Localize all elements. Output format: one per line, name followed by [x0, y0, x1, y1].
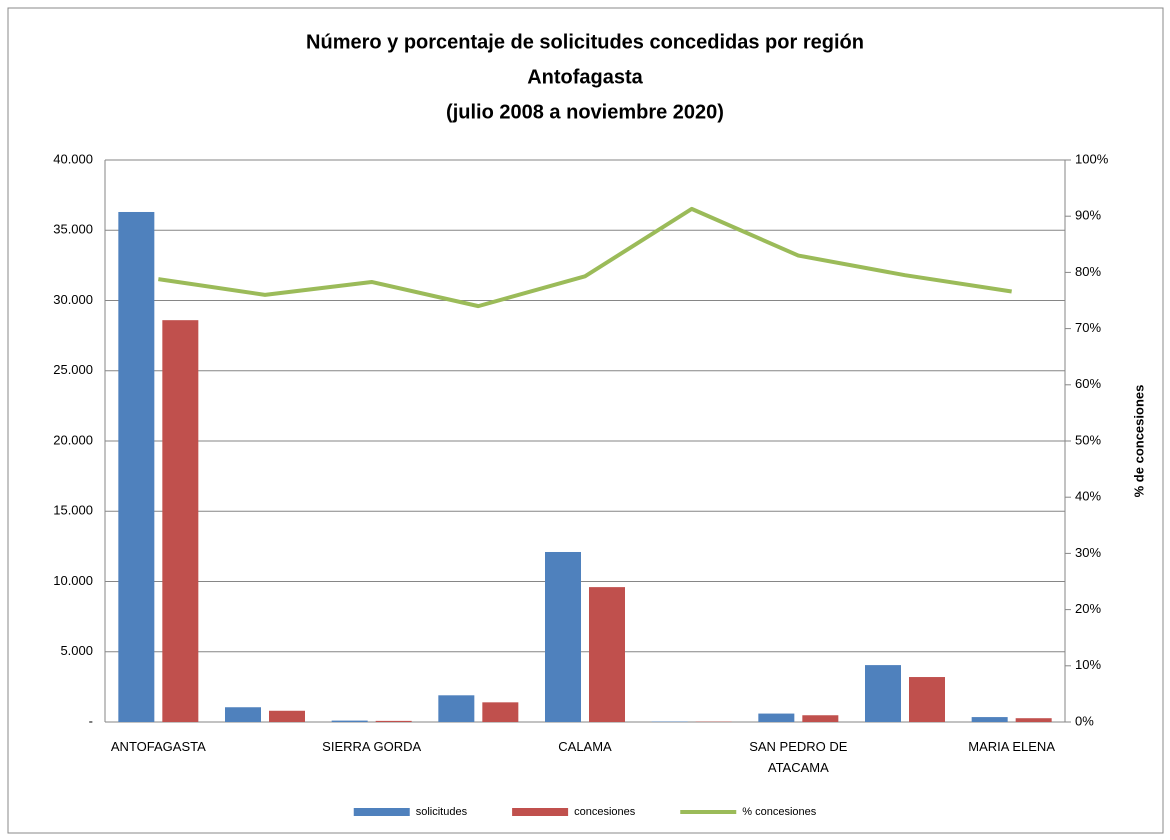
bar — [802, 715, 839, 722]
y2-tick-label: 40% — [1075, 489, 1101, 504]
y2-tick-label: 60% — [1075, 376, 1101, 391]
y2-tick-label: 50% — [1075, 432, 1101, 447]
y2-tick-label: 90% — [1075, 208, 1101, 223]
x-tick-label: SIERRA GORDA — [322, 739, 422, 754]
y2-tick-label: 70% — [1075, 320, 1101, 335]
legend-label: solicitudes — [416, 806, 468, 818]
x-tick-label-box: SIERRA GORDA — [322, 739, 422, 754]
bar — [865, 665, 901, 722]
y-tick-label: 15.000 — [53, 503, 93, 518]
legend-label: % concesiones — [742, 806, 816, 818]
x-tick-label-box: CALAMA — [558, 739, 612, 754]
x-tick-label-box: MARIA ELENA — [968, 739, 1055, 754]
y-tick-label: 20.000 — [53, 432, 93, 447]
y-tick-label: - — [89, 713, 93, 728]
bar — [758, 713, 795, 722]
bar — [589, 587, 625, 722]
y-tick-label: 10.000 — [53, 573, 93, 588]
y-tick-label: 25.000 — [53, 362, 93, 377]
bar — [438, 695, 475, 722]
y2-tick-label: 20% — [1075, 601, 1101, 616]
y-tick-label: 35.000 — [53, 222, 93, 237]
y2-tick-label: 100% — [1075, 151, 1109, 166]
bar — [375, 720, 412, 722]
y2-tick-label: 80% — [1075, 264, 1101, 279]
bar — [1015, 718, 1052, 722]
x-tick-label-box: ANTOFAGASTA — [110, 739, 206, 754]
y-tick-label: 30.000 — [53, 292, 93, 307]
bar — [971, 717, 1008, 722]
x-tick-label: CALAMA — [558, 739, 612, 754]
bar — [545, 551, 581, 722]
x-tick-label-box: SAN PEDRO DE ATACAMA — [749, 739, 848, 775]
chart-title: Número y porcentaje de solicitudes conce… — [306, 31, 864, 53]
bar — [118, 211, 155, 723]
y2-tick-label: 0% — [1075, 713, 1094, 728]
y2-tick-label: 10% — [1075, 657, 1101, 672]
bar — [909, 677, 945, 722]
x-tick-label: SAN PEDRO DE ATACAMA — [749, 739, 848, 775]
y-tick-label: 40.000 — [53, 151, 93, 166]
bar — [482, 702, 519, 722]
chart-title: Antofagasta — [527, 66, 643, 88]
bar — [331, 720, 368, 722]
y2-tick-label: 30% — [1075, 545, 1101, 560]
legend-swatch — [512, 808, 569, 816]
bar — [269, 710, 305, 722]
bar — [225, 707, 261, 722]
chart-border — [7, 7, 1164, 834]
bar — [162, 320, 199, 722]
legend-swatch — [353, 808, 410, 816]
y2-axis-title: % de concesiones — [1131, 385, 1146, 498]
y-tick-label: 5.000 — [60, 643, 93, 658]
line-series — [158, 206, 1012, 309]
x-tick-label: ANTOFAGASTA — [110, 739, 206, 754]
legend-label: concesiones — [574, 806, 636, 818]
x-tick-label: MARIA ELENA — [968, 739, 1055, 754]
chart-title: (julio 2008 a noviembre 2020) — [446, 101, 724, 123]
